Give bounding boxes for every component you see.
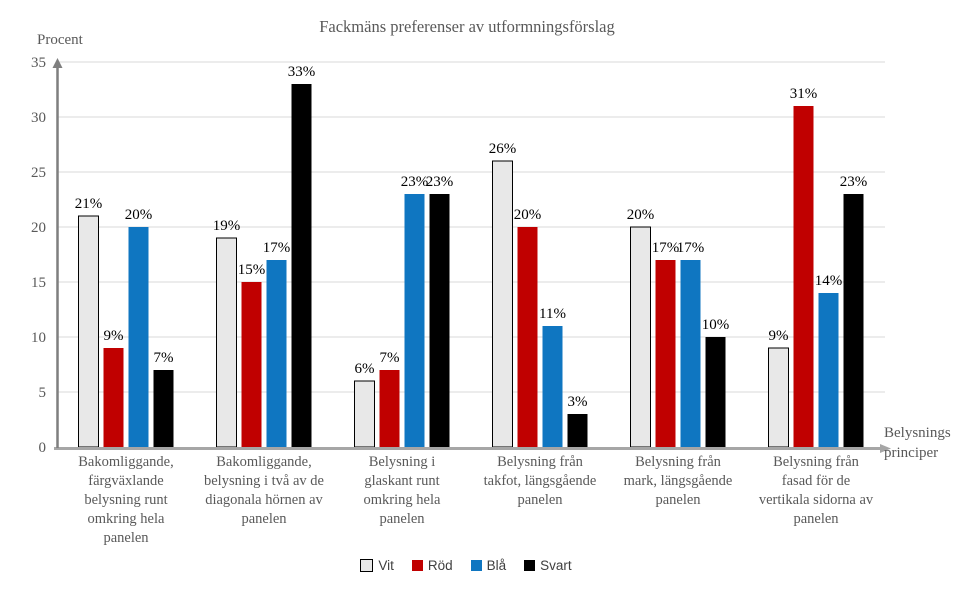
bar-value-label: 6% (355, 361, 375, 377)
bar (680, 260, 701, 447)
bar (103, 348, 124, 447)
bar (78, 215, 99, 448)
bar (216, 237, 237, 448)
bar-value-label: 20% (125, 207, 153, 223)
bar (354, 380, 375, 448)
bar-value-label: 23% (840, 174, 868, 190)
x-axis-title: Belysnings principer (884, 425, 951, 461)
bar-value-label: 14% (815, 273, 843, 289)
bar-value-label: 17% (652, 240, 680, 256)
legend-item: Svart (524, 558, 572, 573)
legend: Vit Röd Blå Svart (0, 558, 932, 573)
bar (291, 84, 312, 447)
bar-value-label: 9% (769, 328, 789, 344)
bar-value-label: 7% (154, 350, 174, 366)
bar (655, 260, 676, 447)
bar (153, 370, 174, 447)
bar (266, 260, 287, 447)
y-axis-title: Procent (37, 32, 83, 48)
bar-value-label: 17% (263, 240, 291, 256)
y-axis-arrow (52, 58, 63, 68)
bar-value-label: 31% (790, 86, 818, 102)
y-tick-label: 35 (31, 55, 46, 71)
bar (793, 106, 814, 447)
bar-value-label: 7% (380, 350, 400, 366)
y-tick-label: 0 (39, 440, 47, 456)
legend-label: Vit (378, 558, 394, 573)
y-tick-label: 30 (31, 110, 46, 126)
legend-swatch (411, 560, 423, 571)
legend-swatch (360, 559, 374, 572)
bar (542, 326, 563, 447)
legend-swatch (470, 560, 482, 571)
bar (705, 337, 726, 447)
chart-title: Fackmäns preferenser av utformningsförsl… (319, 17, 615, 36)
bar (241, 282, 262, 447)
category-label: Belysning från mark, längsgående panelen (623, 454, 733, 508)
bar-value-label: 11% (539, 306, 566, 322)
bar (567, 414, 588, 447)
bar (843, 194, 864, 447)
bar-value-label: 33% (288, 64, 316, 80)
y-tick-label: 15 (31, 275, 46, 291)
bar (492, 160, 513, 448)
bar (379, 370, 400, 447)
y-tick-label: 10 (31, 330, 46, 346)
legend-label: Svart (540, 558, 572, 573)
bar-value-label: 23% (426, 174, 454, 190)
bar-value-label: 20% (514, 207, 542, 223)
bar-value-label: 21% (75, 196, 103, 212)
category-label: Belysning från fasad för de vertikala si… (758, 454, 874, 527)
bar-value-label: 9% (104, 328, 124, 344)
bar (630, 226, 651, 448)
bar (768, 347, 789, 448)
category-label: Belysning i glaskant runt omkring hela p… (363, 454, 441, 527)
bar (517, 227, 538, 447)
bar-value-label: 20% (627, 207, 655, 223)
x-axis-arrow (880, 444, 891, 453)
bar (404, 194, 425, 447)
category-label: Belysning från takfot, längsgående panel… (483, 454, 597, 508)
bar-value-label: 17% (677, 240, 705, 256)
y-tick-label: 25 (31, 165, 46, 181)
bar (818, 293, 839, 447)
legend-item: Röd (411, 558, 453, 573)
bar-value-label: 19% (213, 218, 241, 234)
legend-swatch (524, 560, 536, 571)
legend-label: Röd (427, 558, 453, 573)
bar-value-label: 23% (401, 174, 429, 190)
category-label: Bakomliggande, färgväxlande belysning ru… (78, 454, 174, 546)
legend-item: Vit (360, 558, 394, 573)
bar (128, 227, 149, 447)
category-label: Bakomliggande, belysning i två av de dia… (203, 454, 324, 527)
bar-value-label: 3% (568, 394, 588, 410)
bar-value-label: 26% (489, 141, 517, 157)
bar (429, 194, 450, 447)
y-tick-label: 20 (31, 220, 46, 236)
legend-item: Blå (470, 558, 507, 573)
legend-label: Blå (486, 558, 507, 573)
bar-value-label: 10% (702, 317, 730, 333)
bar-value-label: 15% (238, 262, 266, 278)
y-tick-label: 5 (39, 385, 47, 401)
